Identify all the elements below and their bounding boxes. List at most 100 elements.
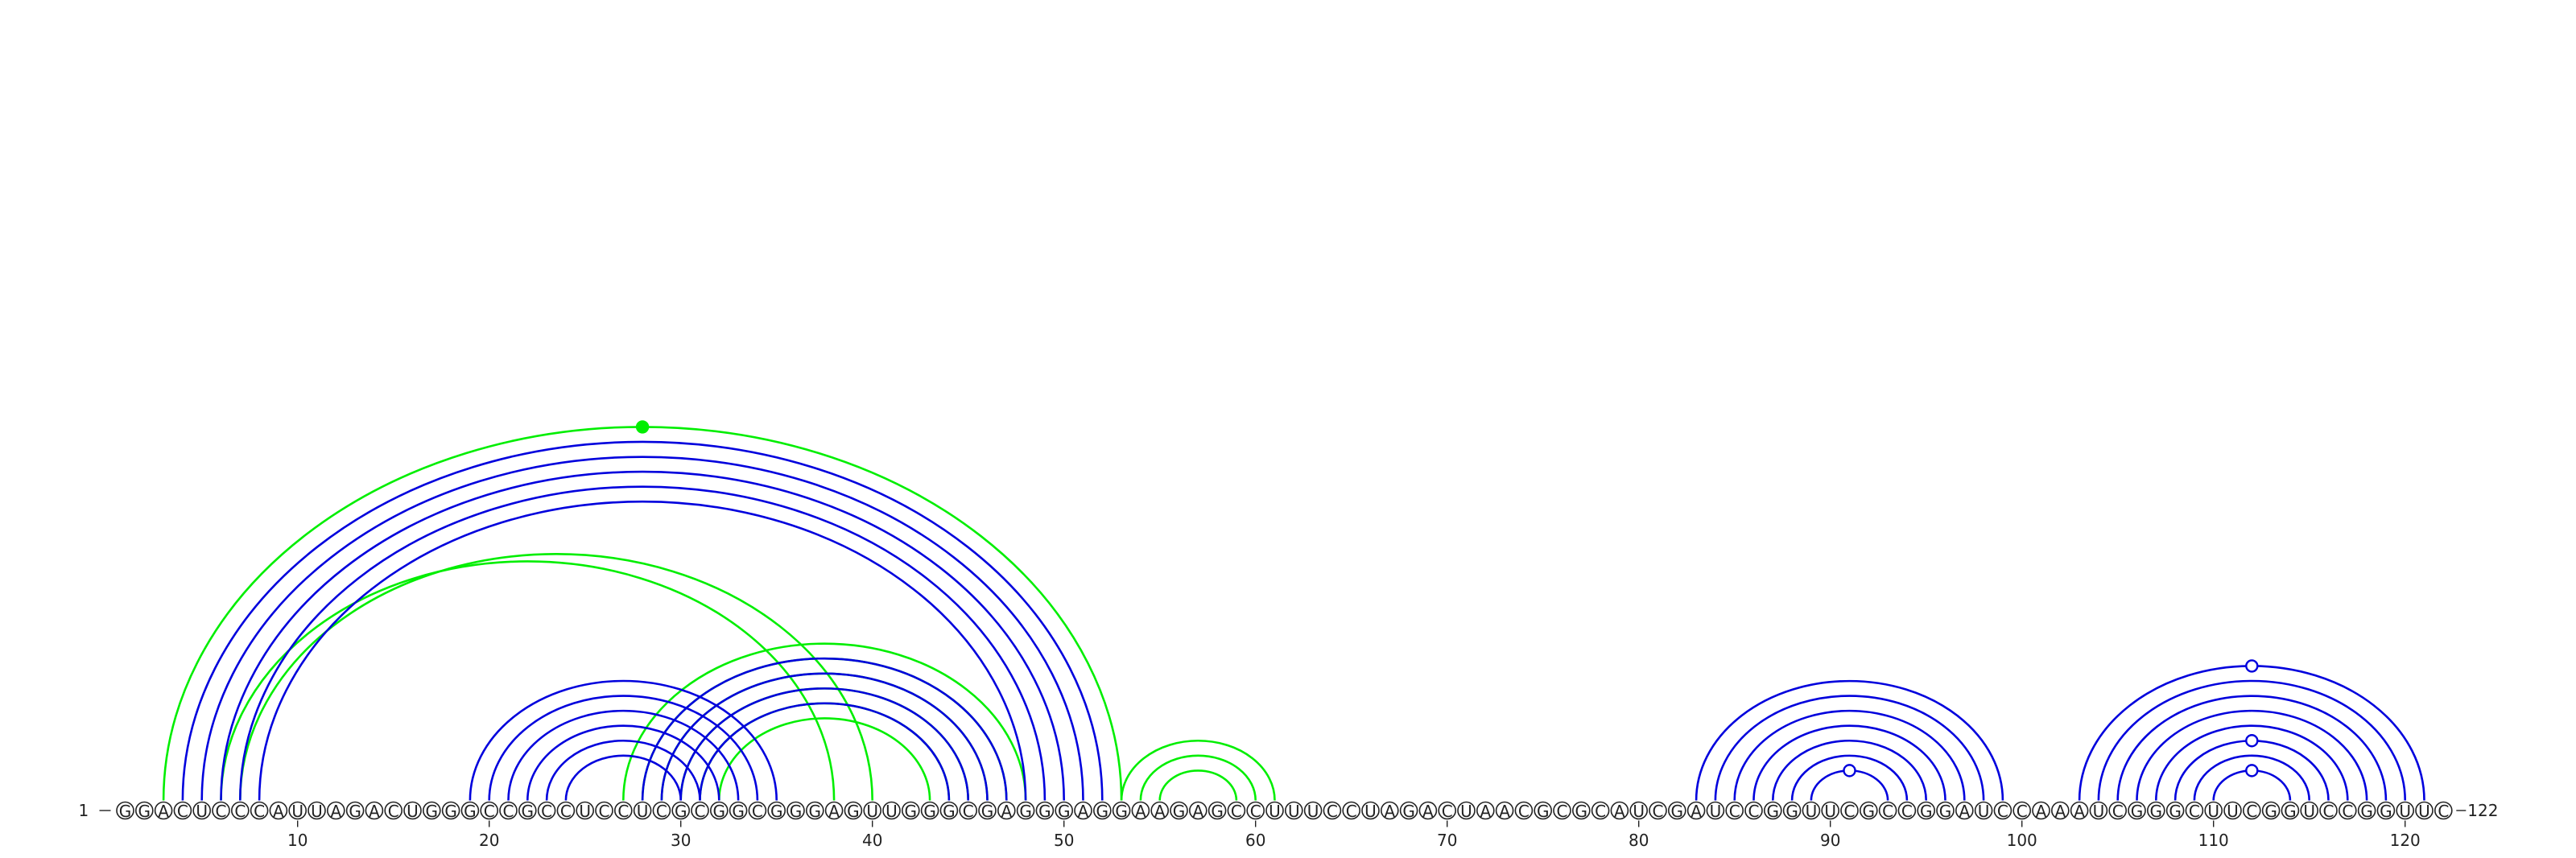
nucleotide-letter: G [790,802,803,821]
axis-tick-label: 90 [1820,831,1840,850]
nucleotide-circle [1418,801,1438,820]
nucleotide-letter: G [138,802,151,821]
nucleotide-letter: G [713,802,726,821]
nucleotide-circle [1686,801,1706,820]
nucleotide-letter: G [1096,802,1109,821]
nucleotide-letter: U [579,802,591,821]
base-pair-arc [200,456,1084,801]
nucleotide-letter: G [2360,802,2373,821]
nucleotide-letter: G [2284,802,2297,821]
nucleotide-circle [173,801,192,820]
nucleotide-letter: C [1997,802,2008,821]
base-pair-arc [220,470,1065,801]
nucleotide-letter: G [770,802,783,821]
nucleotide-circle [1285,801,1303,820]
nucleotide-circle [1112,801,1131,820]
nucleotide-letter: C [1882,802,1893,821]
nucleotide-letter: A [1690,802,1702,821]
axis-tick-label: 120 [2390,831,2421,850]
nucleotide-circle [1265,801,1284,820]
nucleotide-letter: A [1614,802,1625,821]
nucleotide-letter: C [1518,802,1530,821]
sequence-start-label: 1 [79,801,89,820]
nucleotide-letter: A [1959,802,1970,821]
nucleotide-letter: G [809,802,822,821]
nucleotide-letter: A [369,802,380,821]
nucleotide-letter: C [560,802,572,821]
nucleotide-letter: U [1978,802,1990,821]
nucleotide-letter: C [2112,802,2124,821]
nucleotide-circle [2013,801,2031,820]
nucleotide-letter: G [1038,802,1051,821]
nucleotide-letter: A [1135,802,1146,821]
nucleotide-circle [2204,801,2223,820]
nucleotide-letter: C [388,802,399,821]
nucleotide-circle [1955,801,1974,820]
nucleotide-circle [1878,801,1897,820]
nucleotide-circle [939,801,959,820]
nucleotide-letter: G [1785,802,1798,821]
nucleotide-letter: G [1920,802,1933,821]
pair-markers [635,420,2259,778]
nucleotide-circle [1897,801,1917,820]
nucleotide-letter: A [1001,802,1012,821]
nucleotide-letter: G [1863,802,1876,821]
alternate-pair-arc [1158,769,1238,801]
nucleotide-letter: A [1154,802,1166,821]
nucleotide-letter: G [1173,802,1186,821]
nucleotide-letter: A [1422,802,1434,821]
nucleotide-circle [920,801,939,820]
sequence-end-label: 122 [2467,801,2498,820]
nucleotide-circle [154,801,173,820]
nucleotide-letter: C [484,802,495,821]
nucleotide-letter: G [847,802,860,821]
nucleotide-circle [1170,801,1188,820]
base-pair-arc [545,740,701,801]
nucleotide-letter: U [2399,802,2411,821]
nucleotide-circle [345,801,365,820]
nucleotide-circle [978,801,997,820]
nucleotide-letter: C [1729,802,1740,821]
nucleotide-letter: A [158,802,169,821]
nucleotide-circle [269,801,288,820]
nucleotide-letter: C [216,802,227,821]
nucleotide-circle [2223,801,2242,820]
nucleotide-letter: G [1537,802,1550,821]
nucleotide-circle [2281,801,2300,820]
nucleotide-circle [326,801,345,820]
nucleotide-letter: C [1442,802,1453,821]
nucleotide-letter: G [119,802,132,821]
axis-tick-label: 60 [1245,831,1265,850]
pair-marker [2245,734,2259,748]
nucleotide-circle [499,801,518,820]
base-pair-arc [1790,754,1909,801]
nucleotide-letter: U [637,802,649,821]
nucleotide-letter: C [752,802,763,821]
nucleotide-circle [1917,801,1935,820]
nucleotide-circle [844,801,863,820]
nucleotide-letter: G [1671,802,1684,821]
nucleotide-letter: U [1710,802,1722,821]
nucleotide-letter: U [291,802,303,821]
base-pair-arc [1752,724,1946,801]
axis-tick-label: 50 [1054,831,1074,850]
nucleotide-letter: G [464,802,477,821]
nucleotide-letter: U [2227,802,2239,821]
nucleotide-circle [518,801,537,820]
pair-marker [2245,764,2259,778]
nucleotide-circle [882,801,901,820]
nucleotide-circle [1093,801,1112,820]
nucleotide-circle [1993,801,2013,820]
nucleotide-letter: C [2323,802,2334,821]
nucleotide-letter: C [1327,802,1338,821]
nucleotide-circle [1246,801,1265,820]
nucleotide-circle [595,801,613,820]
nucleotide-letter: C [254,802,265,821]
nucleotide-circle [2089,801,2108,820]
nucleotide-circle [2070,801,2089,820]
nucleotide-letter: U [1269,802,1281,821]
nucleotide-circle [288,801,308,820]
nucleotide-circle [422,801,441,820]
nucleotide-circle [1074,801,1092,820]
nucleotide-circle [1514,801,1534,820]
